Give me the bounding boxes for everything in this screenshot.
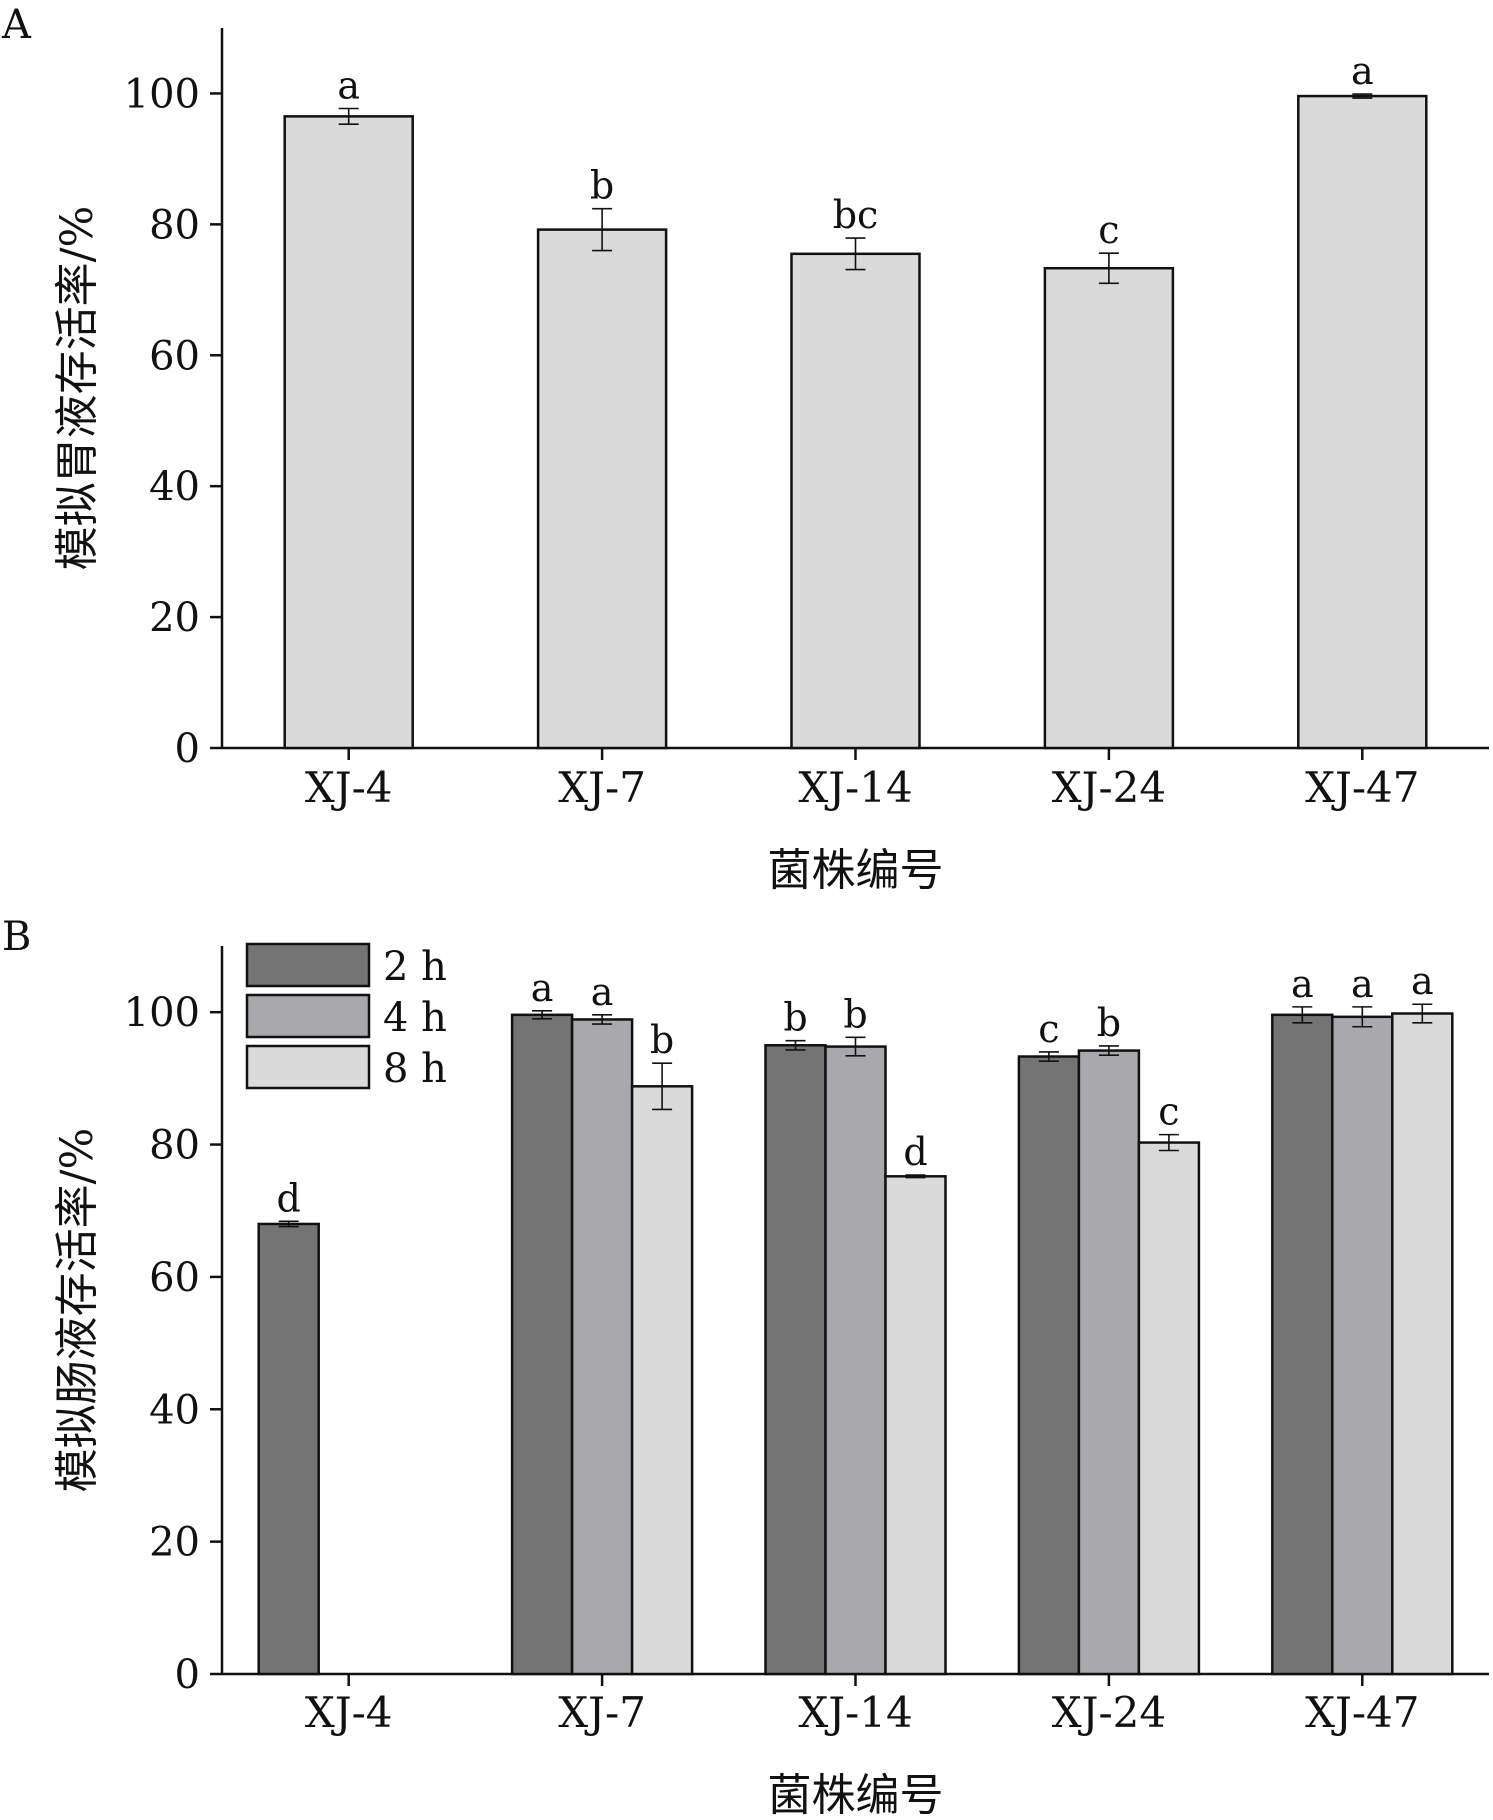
panel-a-significance-label: b (590, 164, 614, 208)
panel-b-significance-label: b (1097, 1001, 1121, 1045)
panel-b-y-tick-label: 100 (124, 990, 200, 1036)
panel-b-y-tick-label: 20 (149, 1520, 200, 1566)
panel-b-bar (884, 1175, 947, 1676)
panel-b-label: B (2, 914, 31, 960)
legend-swatch-8h (245, 1044, 371, 1090)
panel-b-bar (570, 1018, 634, 1676)
panel-b-y-tick-label: 40 (149, 1387, 200, 1433)
panel-a-bar (536, 228, 668, 750)
panel-b-bar (764, 1044, 827, 1676)
panel-b-category-label: XJ-47 (1305, 1688, 1419, 1737)
legend-swatch-2h (245, 942, 371, 988)
panel-b-significance-label: a (531, 966, 554, 1010)
panel-b-significance-label: d (277, 1176, 301, 1220)
panel-a-y-tick-label: 60 (149, 333, 200, 379)
panel-b-bar (1017, 1055, 1081, 1676)
panel-b-significance-label: a (591, 970, 614, 1014)
panel-a-bar (1297, 94, 1428, 750)
panel-a-y-tick-label: 20 (149, 595, 200, 641)
panel-b-bar (630, 1085, 694, 1676)
legend-label-2h: 2 h (383, 944, 447, 990)
panel-a-category-label: XJ-24 (1052, 763, 1166, 812)
panel-a-bar (1043, 266, 1175, 750)
panel-b: B 0 20 40 60 80 100 XJ-4 XJ-7 XJ-14 XJ-24 XJ-47 菌株编… (2, 914, 1489, 1820)
panel-a-bar (790, 252, 921, 750)
panel-b-significance-label: c (1038, 1007, 1059, 1051)
panel-a-bar (283, 115, 414, 750)
panel-b-bar (1331, 1015, 1394, 1676)
panel-b-bar (1077, 1049, 1141, 1676)
panel-b-bar (1137, 1141, 1201, 1676)
panel-b-category-label: XJ-24 (1052, 1688, 1166, 1737)
panel-b-y-tick-label: 80 (149, 1123, 200, 1169)
panel-b-significance-label: d (903, 1130, 927, 1174)
panel-a-category-label: XJ-4 (305, 763, 393, 812)
panel-b-bar (1391, 1012, 1454, 1676)
panel-a-label: A (1, 2, 32, 48)
panel-b-significance-label: a (1411, 959, 1434, 1003)
panel-a: A 0 20 40 60 80 100 XJ-4 XJ-7 XJ-14 XJ-24 XJ-47 菌株编… (1, 2, 1489, 896)
panel-b-y-tick-label: 0 (175, 1652, 200, 1698)
panel-a-y-tick-label: 40 (149, 464, 200, 510)
panel-b-bar (824, 1045, 887, 1676)
panel-b-x-axis-title: 菌株编号 (768, 1770, 944, 1820)
panel-b-category-label: XJ-14 (798, 1688, 912, 1737)
legend-label-4h: 4 h (383, 995, 447, 1041)
panel-b-significance-label: a (1291, 962, 1314, 1006)
panel-b-y-axis-title: 模拟肠液存活率/% (52, 1128, 103, 1493)
panel-b-y-tick-label: 60 (149, 1255, 200, 1301)
panel-b-bar (257, 1222, 320, 1676)
panel-a-significance-label: a (337, 64, 360, 108)
panel-b-bar (510, 1013, 574, 1676)
panel-b-category-label: XJ-7 (558, 1688, 646, 1737)
panel-b-category-label: XJ-4 (305, 1688, 393, 1737)
panel-a-y-tick-label: 80 (149, 202, 200, 248)
panel-b-significance-label: b (650, 1018, 674, 1062)
panel-b-bar (1271, 1013, 1334, 1676)
panel-a-category-label: XJ-47 (1305, 763, 1419, 812)
panel-a-category-label: XJ-7 (558, 763, 646, 812)
panel-a-significance-label: c (1098, 208, 1119, 252)
panel-a-y-tick-label: 0 (175, 726, 200, 772)
legend-label-8h: 8 h (383, 1046, 447, 1092)
panel-a-y-axis-title: 模拟胃液存活率/% (52, 206, 103, 571)
panel-a-significance-label: bc (833, 193, 879, 237)
panel-a-x-axis-title: 菌株编号 (768, 845, 944, 896)
panel-a-y-tick-label: 100 (124, 71, 200, 117)
panel-b-significance-label: a (1351, 962, 1374, 1006)
panel-a-category-label: XJ-14 (798, 763, 912, 812)
legend-swatch-4h (245, 993, 371, 1039)
panel-b-significance-label: b (843, 992, 867, 1036)
panel-b-significance-label: c (1158, 1090, 1179, 1134)
panel-b-significance-label: b (783, 996, 807, 1040)
panel-a-significance-label: a (1351, 49, 1374, 93)
